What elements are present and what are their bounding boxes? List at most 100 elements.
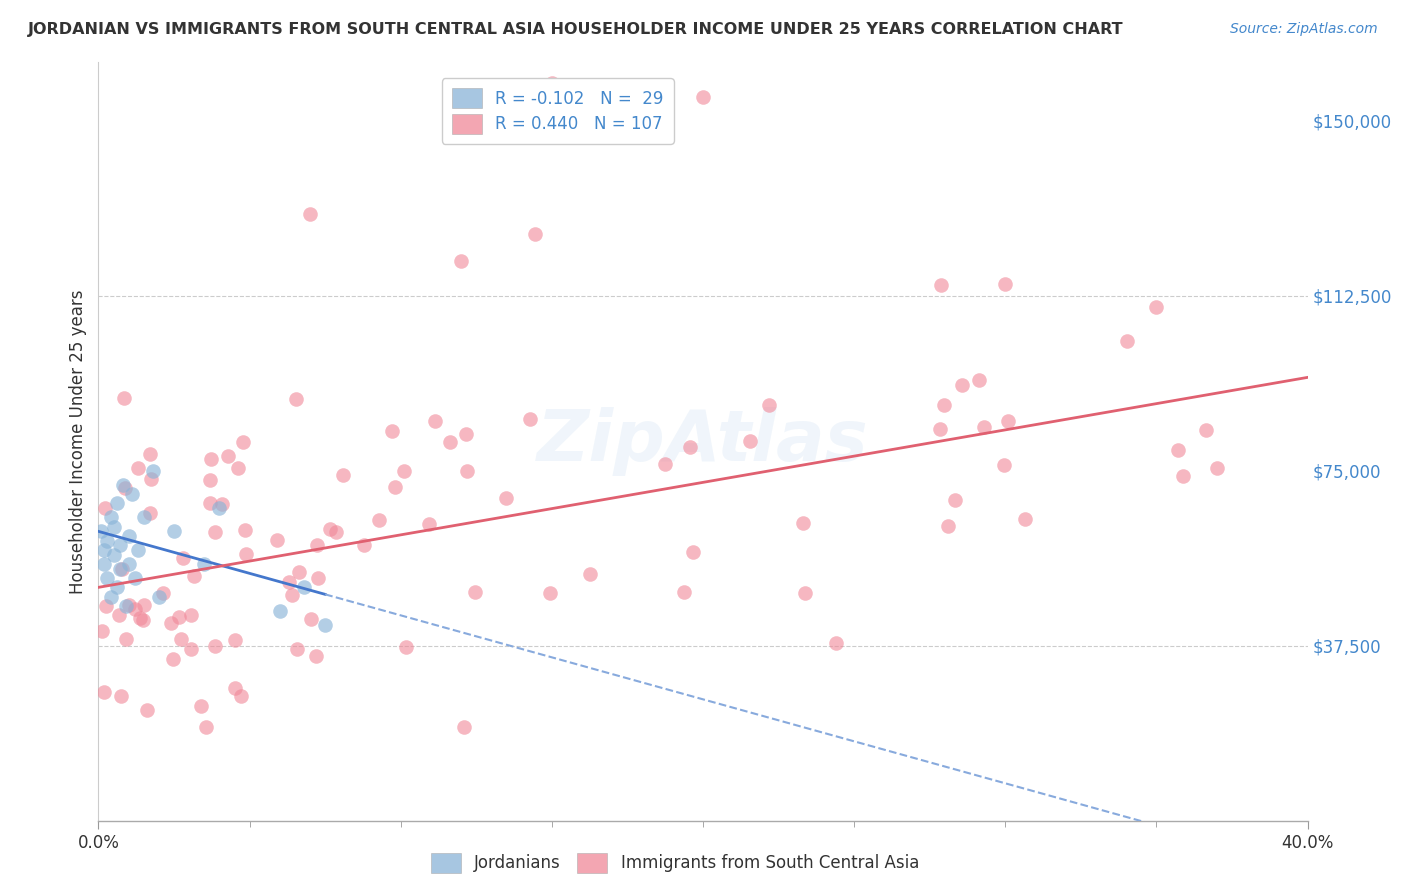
Point [381, 424, 404, 438]
Point [124, 601, 146, 615]
Point [107, 607, 129, 622]
Point [139, 473, 162, 487]
Point [1167, 442, 1189, 457]
Point [96, 599, 118, 613]
Point [100, 510, 122, 524]
Point [454, 426, 477, 441]
Point [100, 590, 122, 604]
Point [93, 557, 115, 571]
Point [167, 610, 190, 624]
Point [139, 447, 162, 461]
Point [183, 569, 205, 583]
Point [299, 207, 322, 221]
Point [936, 518, 959, 533]
Point [93, 543, 115, 558]
Point [353, 538, 375, 552]
Point [163, 524, 186, 539]
Point [180, 607, 202, 622]
Point [269, 604, 291, 618]
Point [682, 545, 704, 559]
Point [96, 571, 118, 585]
Point [93, 685, 115, 699]
Point [1206, 461, 1229, 475]
Point [318, 522, 340, 536]
Point [332, 467, 354, 482]
Point [395, 640, 418, 654]
Point [118, 529, 141, 543]
Point [540, 77, 562, 91]
Point [134, 598, 156, 612]
Text: JORDANIAN VS IMMIGRANTS FROM SOUTH CENTRAL ASIA HOUSEHOLDER INCOME UNDER 25 YEAR: JORDANIAN VS IMMIGRANTS FROM SOUTH CENTR… [28, 22, 1123, 37]
Point [578, 567, 600, 582]
Point [1195, 424, 1218, 438]
Point [672, 585, 695, 599]
Point [266, 533, 288, 547]
Point [103, 548, 125, 562]
Point [538, 586, 561, 600]
Point [108, 562, 131, 576]
Point [232, 435, 254, 450]
Point [148, 590, 170, 604]
Point [368, 513, 391, 527]
Point [392, 464, 415, 478]
Point [129, 611, 152, 625]
Point [314, 617, 336, 632]
Legend: Jordanians, Immigrants from South Central Asia: Jordanians, Immigrants from South Centra… [425, 847, 925, 880]
Point [118, 557, 141, 571]
Point [211, 496, 233, 510]
Point [943, 493, 966, 508]
Point [233, 523, 256, 537]
Point [299, 612, 322, 626]
Point [169, 632, 191, 646]
Point [198, 473, 221, 487]
Point [288, 565, 311, 579]
Point [217, 449, 239, 463]
Point [423, 414, 446, 428]
Point [285, 641, 308, 656]
Point [738, 434, 761, 448]
Point [111, 562, 134, 576]
Point [456, 464, 478, 478]
Point [194, 720, 217, 734]
Point [224, 681, 246, 695]
Point [93, 501, 115, 516]
Point [103, 519, 125, 533]
Point [285, 392, 308, 406]
Point [1115, 334, 1137, 348]
Point [524, 227, 547, 242]
Point [114, 481, 136, 495]
Point [418, 517, 440, 532]
Point [226, 460, 249, 475]
Point [519, 412, 541, 426]
Point [142, 464, 165, 478]
Point [114, 632, 136, 647]
Point [758, 398, 780, 412]
Point [200, 451, 222, 466]
Point [679, 440, 702, 454]
Point [108, 538, 131, 552]
Point [152, 585, 174, 599]
Point [180, 642, 202, 657]
Point [453, 720, 475, 734]
Point [235, 547, 257, 561]
Point [121, 487, 143, 501]
Point [204, 524, 226, 539]
Point [200, 496, 222, 510]
Point [105, 580, 128, 594]
Text: Source: ZipAtlas.com: Source: ZipAtlas.com [1230, 22, 1378, 37]
Point [110, 689, 132, 703]
Point [692, 90, 714, 104]
Point [929, 277, 952, 292]
Point [132, 510, 155, 524]
Point [111, 477, 134, 491]
Point [127, 461, 149, 475]
Point [124, 571, 146, 585]
Point [1014, 512, 1036, 526]
Point [105, 496, 128, 510]
Point [118, 599, 141, 613]
Point [90, 624, 112, 639]
Point [929, 422, 952, 436]
Point [90, 524, 112, 539]
Point [439, 434, 461, 449]
Point [994, 277, 1017, 291]
